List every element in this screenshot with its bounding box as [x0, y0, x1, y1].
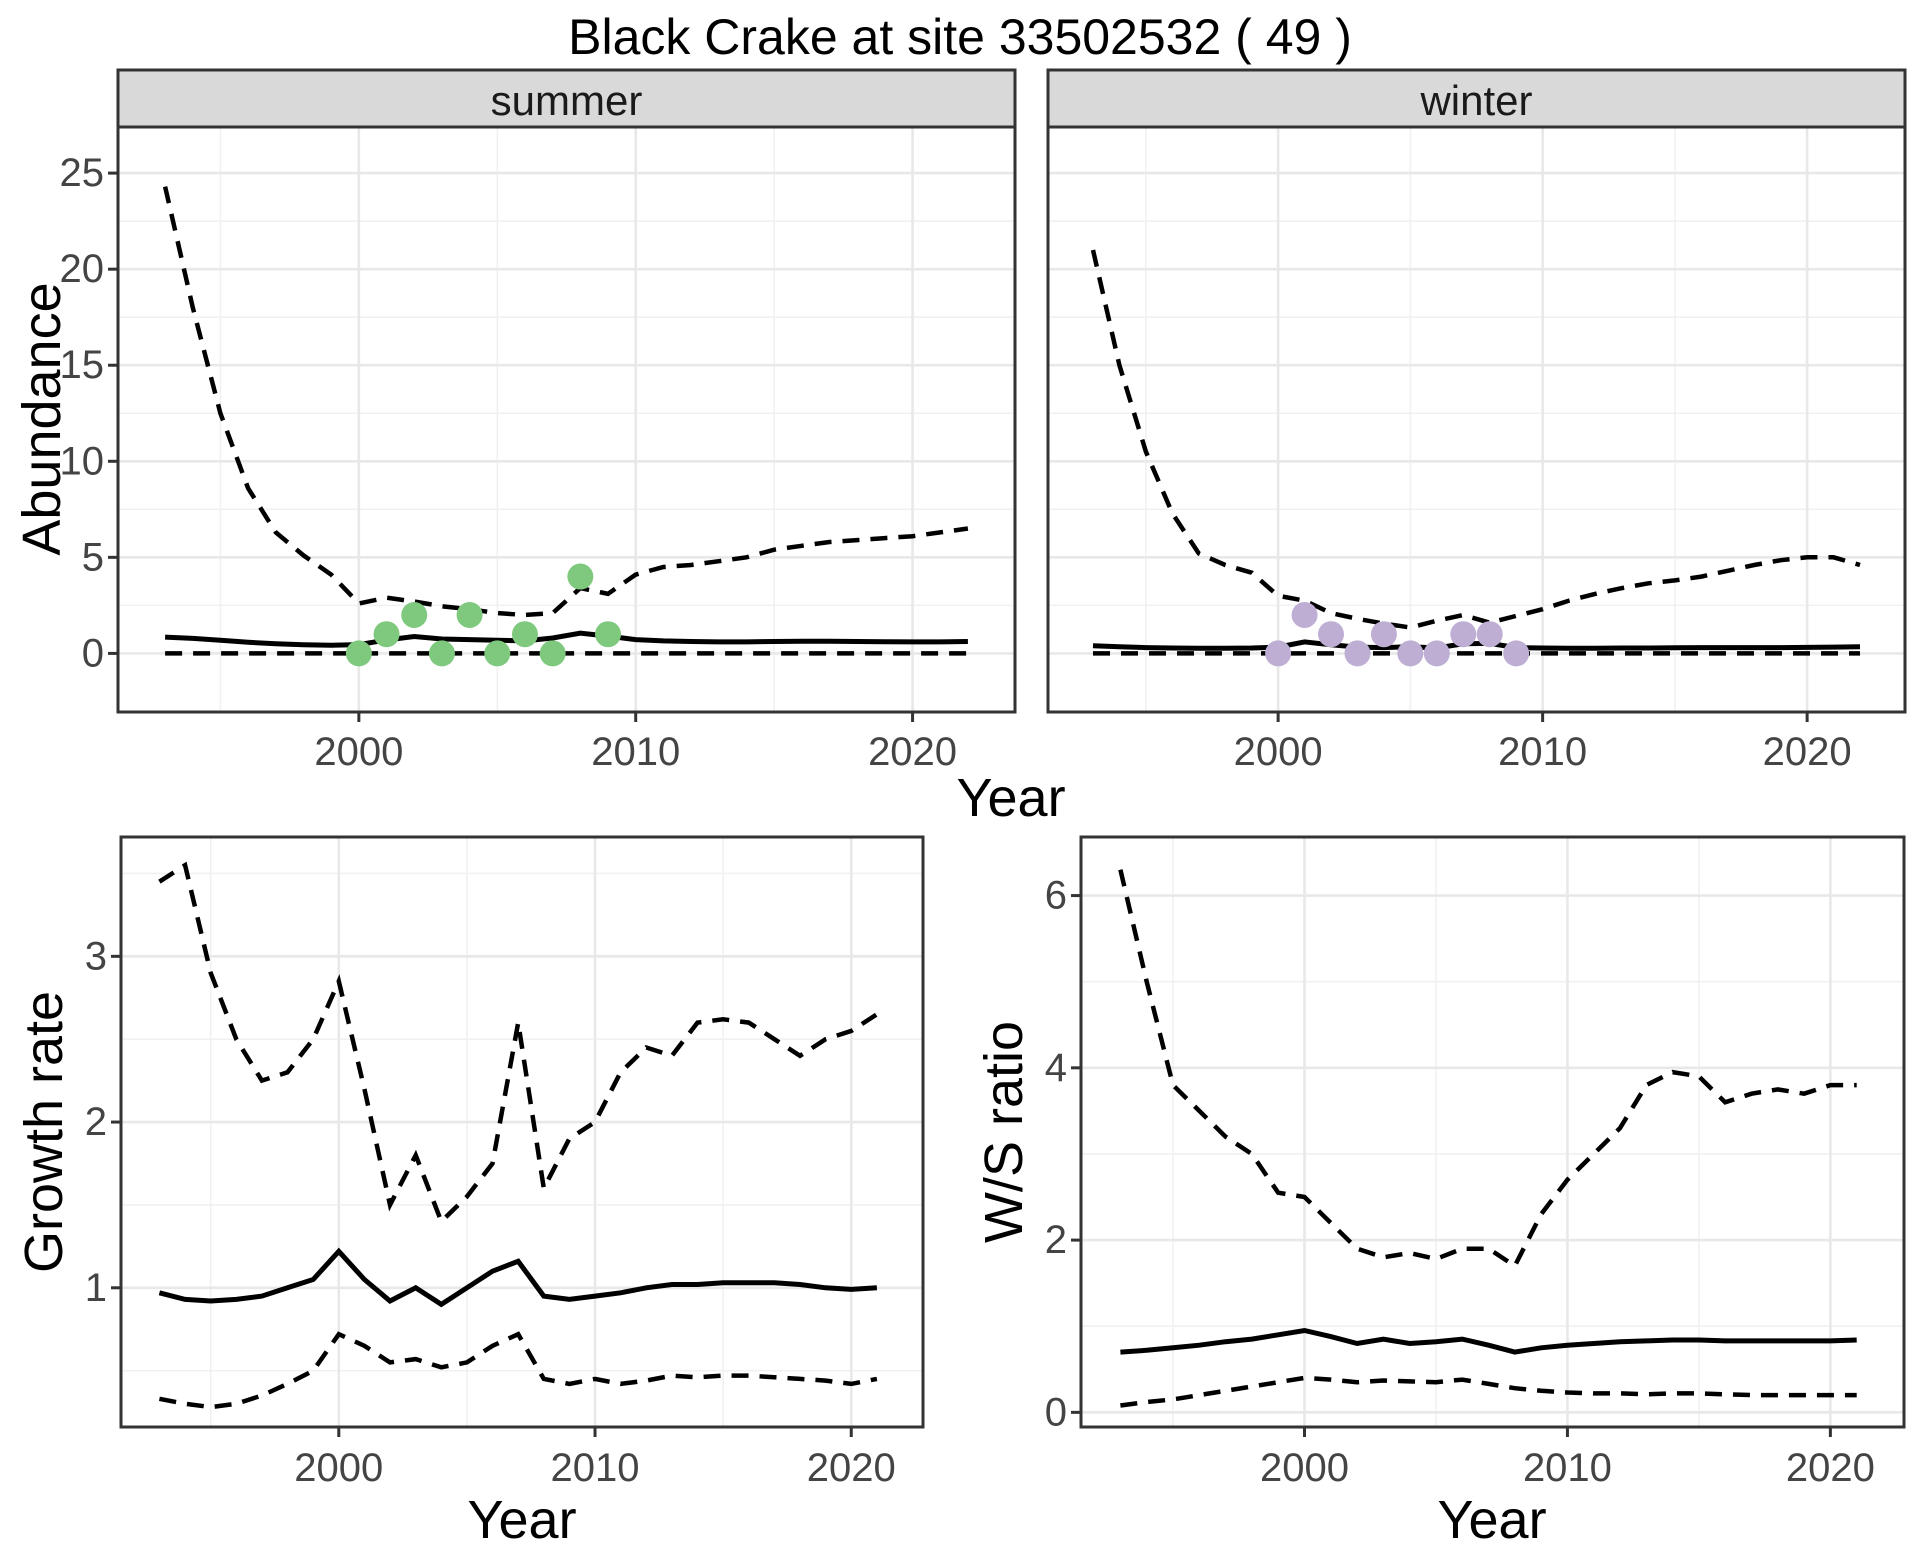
y-tick-label: 5 — [82, 535, 104, 579]
observed-point — [1370, 621, 1397, 648]
growth-rate-lower_95ci-line — [158, 1331, 878, 1410]
observed-point — [484, 640, 511, 667]
observed-point — [373, 621, 400, 648]
x-tick-label: 2010 — [1498, 730, 1587, 774]
observed-point — [595, 621, 622, 648]
observed-point — [1450, 621, 1477, 648]
abundance-summer-panel: 2000 2010 2020 0 5 10 15 20 25 summer Abundance — [12, 68, 1017, 774]
y-tick-label: 2 — [85, 1100, 107, 1144]
y-tick-label: 4 — [1045, 1046, 1067, 1090]
y-tick-label: 25 — [60, 151, 105, 195]
abundance-summer-facet-strip — [116, 68, 1017, 129]
observed-point — [1318, 621, 1345, 648]
observed-point — [1291, 601, 1318, 628]
y-tick-label: 3 — [85, 934, 107, 978]
growth-rate-y-axis-title: Growth rate — [14, 991, 74, 1273]
abundance-winter-observed-points — [1265, 601, 1530, 667]
abundance-winter-panel: 2000 2010 2020 winter — [1046, 68, 1907, 774]
abundance-summer-y-axis-title: Abundance — [12, 282, 72, 555]
observed-point — [428, 640, 455, 667]
growth-rate-median-line — [158, 1247, 878, 1308]
observed-point — [1265, 640, 1292, 667]
y-tick-label: 10 — [60, 439, 105, 483]
plot-title: Black Crake at site 33502532 ( 49 ) — [568, 9, 1352, 65]
abundance-summer-observed-points — [345, 563, 622, 667]
x-tick-label: 2020 — [868, 730, 957, 774]
ws-ratio-gridlines — [1081, 837, 1904, 1427]
abundance-summer-panel-bg — [118, 127, 1015, 712]
abundance-summer-upper_95ci-line — [162, 186, 969, 618]
abundance-winter-facet-strip-label: winter — [1419, 77, 1532, 124]
ws-ratio-y-axis-title: W/S ratio — [974, 1021, 1034, 1243]
observed-point — [1344, 640, 1371, 667]
observed-point — [456, 601, 483, 628]
x-tick-label: 2000 — [1260, 1446, 1349, 1490]
observed-point — [401, 601, 428, 628]
ws-ratio-median-line — [1120, 1327, 1857, 1355]
abundance-winter-facet-strip — [1046, 68, 1907, 129]
observed-point — [1476, 621, 1503, 648]
observed-point — [345, 640, 372, 667]
x-tick-label: 2000 — [294, 1446, 383, 1490]
y-tick-label: 2 — [1045, 1218, 1067, 1262]
abundance-x-axis-title: Year — [956, 768, 1065, 828]
y-tick-label: 6 — [1045, 874, 1067, 918]
ws-ratio-upper_95ci-line — [1118, 869, 1857, 1270]
y-tick-label: 20 — [60, 247, 105, 291]
x-tick-label: 2010 — [591, 730, 680, 774]
x-tick-label: 2010 — [1523, 1446, 1612, 1490]
y-tick-label: 0 — [1045, 1390, 1067, 1434]
observed-point — [511, 621, 538, 648]
ws-ratio-panel-border — [1079, 835, 1906, 1429]
abundance-summer-median-line — [164, 630, 968, 648]
growth-rate-panel-bg — [121, 837, 923, 1427]
x-tick-label: 2020 — [1786, 1446, 1875, 1490]
observed-point — [1397, 640, 1424, 667]
observed-point — [567, 563, 594, 590]
observed-point — [539, 640, 566, 667]
growth-rate-panel-border — [119, 835, 925, 1429]
observed-point — [1423, 640, 1450, 667]
y-tick-label: 0 — [82, 631, 104, 675]
observed-point — [1503, 640, 1530, 667]
y-tick-label: 15 — [60, 343, 105, 387]
x-tick-label: 2000 — [314, 730, 403, 774]
growth-rate-x-axis-title: Year — [467, 1490, 576, 1550]
abundance-summer-facet-strip-label: summer — [491, 77, 643, 124]
x-tick-label: 2020 — [807, 1446, 896, 1490]
abundance-summer-gridlines — [118, 127, 1015, 712]
ws-ratio-x-axis-title: Year — [1437, 1490, 1546, 1550]
y-tick-label: 1 — [85, 1266, 107, 1310]
x-tick-label: 2000 — [1234, 730, 1323, 774]
abundance-winter-panel-bg — [1048, 127, 1905, 712]
abundance-winter-median-line — [1092, 639, 1861, 651]
ws-ratio-panel: 2000 2010 2020 0 2 4 6 W/S ratio Year — [974, 835, 1906, 1550]
x-tick-label: 2010 — [551, 1446, 640, 1490]
ws-ratio-lower_95ci-line — [1120, 1375, 1857, 1408]
x-tick-label: 2020 — [1763, 730, 1852, 774]
abundance-winter-upper_95ci-line — [1090, 249, 1861, 630]
